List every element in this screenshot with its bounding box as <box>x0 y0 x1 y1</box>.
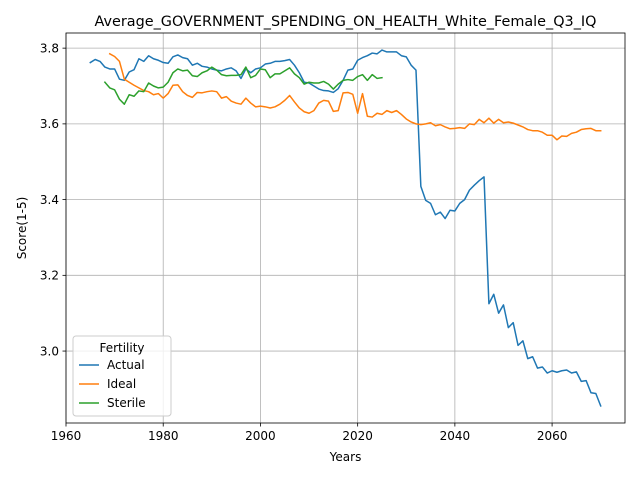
legend-label-ideal: Ideal <box>107 377 136 391</box>
y-axis-ticks: 3.0 3.2 3.4 3.6 3.8 <box>40 41 66 358</box>
chart-title: Average_GOVERNMENT_SPENDING_ON_HEALTH_Wh… <box>95 14 597 30</box>
x-tick-label: 2000 <box>245 429 276 443</box>
x-tick-label: 2060 <box>537 429 568 443</box>
legend-label-actual: Actual <box>107 358 145 372</box>
y-axis-label: Score(1-5) <box>15 197 29 260</box>
legend: Fertility Actual Ideal Sterile <box>72 335 172 417</box>
x-tick-label: 1980 <box>148 429 179 443</box>
plot-area-frame <box>65 32 626 424</box>
legend-title: Fertility <box>99 341 144 355</box>
series-line-sterile <box>103 66 383 105</box>
legend-frame <box>72 335 172 417</box>
x-axis-label: Years <box>329 450 362 464</box>
x-tick-label: 2020 <box>342 429 373 443</box>
y-tick-label: 3.8 <box>40 41 59 55</box>
series-line-actual <box>89 49 602 407</box>
x-tick-label: 1960 <box>51 429 82 443</box>
series-line-ideal <box>108 52 602 141</box>
y-tick-label: 3.4 <box>40 193 59 207</box>
legend-label-sterile: Sterile <box>107 396 146 410</box>
series-lines <box>89 49 602 407</box>
y-tick-label: 3.2 <box>40 269 59 283</box>
x-axis-ticks: 1960 1980 2000 2020 2040 2060 <box>51 423 568 443</box>
legend-items: Actual Ideal Sterile <box>79 358 146 410</box>
y-tick-label: 3.0 <box>40 344 59 358</box>
y-tick-label: 3.6 <box>40 117 59 131</box>
x-tick-label: 2040 <box>440 429 471 443</box>
